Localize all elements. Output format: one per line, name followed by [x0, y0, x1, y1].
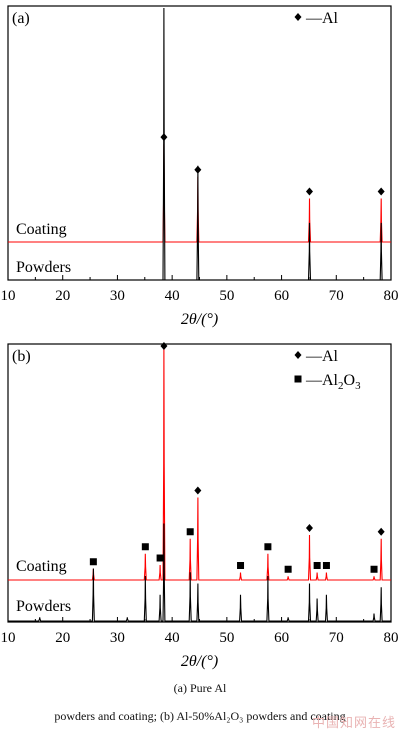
- peak-marker-al2o3: [284, 565, 292, 573]
- legend-text-part: —Al: [305, 348, 339, 365]
- x-tick-label: 20: [55, 630, 70, 646]
- x-tick-label: 80: [384, 288, 399, 304]
- x-tick-label: 60: [274, 288, 289, 304]
- peak-marker-al: [305, 524, 313, 532]
- x-tick-label: 40: [165, 630, 180, 646]
- x-tick-label: 10: [1, 288, 16, 304]
- series-line-powders: [8, 523, 391, 622]
- peak-marker-al2o3: [186, 528, 194, 536]
- series-line-coating: [8, 347, 391, 581]
- peak-marker-al: [377, 527, 385, 536]
- x-tick-label: 60: [274, 630, 289, 646]
- peak-marker-al2o3: [322, 562, 330, 569]
- series-line-powders: [8, 7, 391, 281]
- peak-marker-al2o3: [141, 543, 149, 551]
- x-tick-label: 80: [384, 630, 399, 646]
- x-tick-label: 10: [1, 630, 16, 646]
- peak-marker-al: [377, 187, 385, 196]
- peak-marker-al: [160, 133, 168, 142]
- x-tick-label: 20: [55, 288, 70, 304]
- legend-text-part: —Al: [305, 372, 339, 389]
- x-axis-label: 2θ/(°): [181, 311, 218, 328]
- series-label-coating: Coating: [16, 558, 67, 575]
- legend-text: —Al2O3: [305, 372, 361, 392]
- peak-marker-al: [160, 342, 168, 350]
- legend-text-part: O: [344, 372, 356, 389]
- legend-text-part: —Al: [305, 10, 339, 27]
- panel-label: (b): [12, 348, 31, 365]
- x-tick-label: 70: [329, 630, 344, 646]
- plot-frame: [7, 5, 392, 281]
- x-tick-label: 30: [110, 630, 125, 646]
- peak-marker-al2o3: [370, 565, 378, 573]
- peak-marker-al2o3: [264, 543, 272, 551]
- x-axis-label: 2θ/(°): [181, 653, 218, 670]
- peak-marker-al: [305, 187, 313, 196]
- x-tick-label: 50: [219, 630, 234, 646]
- legend-marker-diamond: [294, 351, 302, 359]
- figure-caption-line2: powders and coating; (b) Al-50%Al₂O₃ pow…: [54, 709, 346, 723]
- x-tick-label: 50: [219, 288, 234, 304]
- peak-marker-al: [194, 165, 202, 174]
- legend-text: —Al: [305, 348, 339, 365]
- x-tick-label: 30: [110, 288, 125, 304]
- legend-marker-diamond: [294, 13, 302, 21]
- peak-marker-al: [194, 486, 202, 495]
- legend-text: —Al: [305, 10, 339, 27]
- peak-marker-al2o3: [89, 558, 97, 566]
- figure-caption-line1: (a) Pure Al: [173, 681, 227, 695]
- panel-label: (a): [12, 10, 30, 27]
- legend-subscript: 3: [355, 380, 361, 392]
- peak-marker-al2o3: [237, 562, 245, 569]
- peak-marker-al2o3: [313, 562, 321, 569]
- series-label-powders: Powders: [16, 259, 71, 276]
- series-label-powders: Powders: [16, 598, 71, 615]
- legend-subscript: 2: [338, 380, 344, 392]
- legend-marker-square: [294, 375, 302, 383]
- series-label-coating: Coating: [16, 221, 67, 238]
- x-tick-label: 70: [329, 288, 344, 304]
- watermark: 中国知网在线: [311, 716, 396, 731]
- peak-marker-al2o3: [156, 554, 164, 562]
- x-tick-label: 40: [165, 288, 180, 304]
